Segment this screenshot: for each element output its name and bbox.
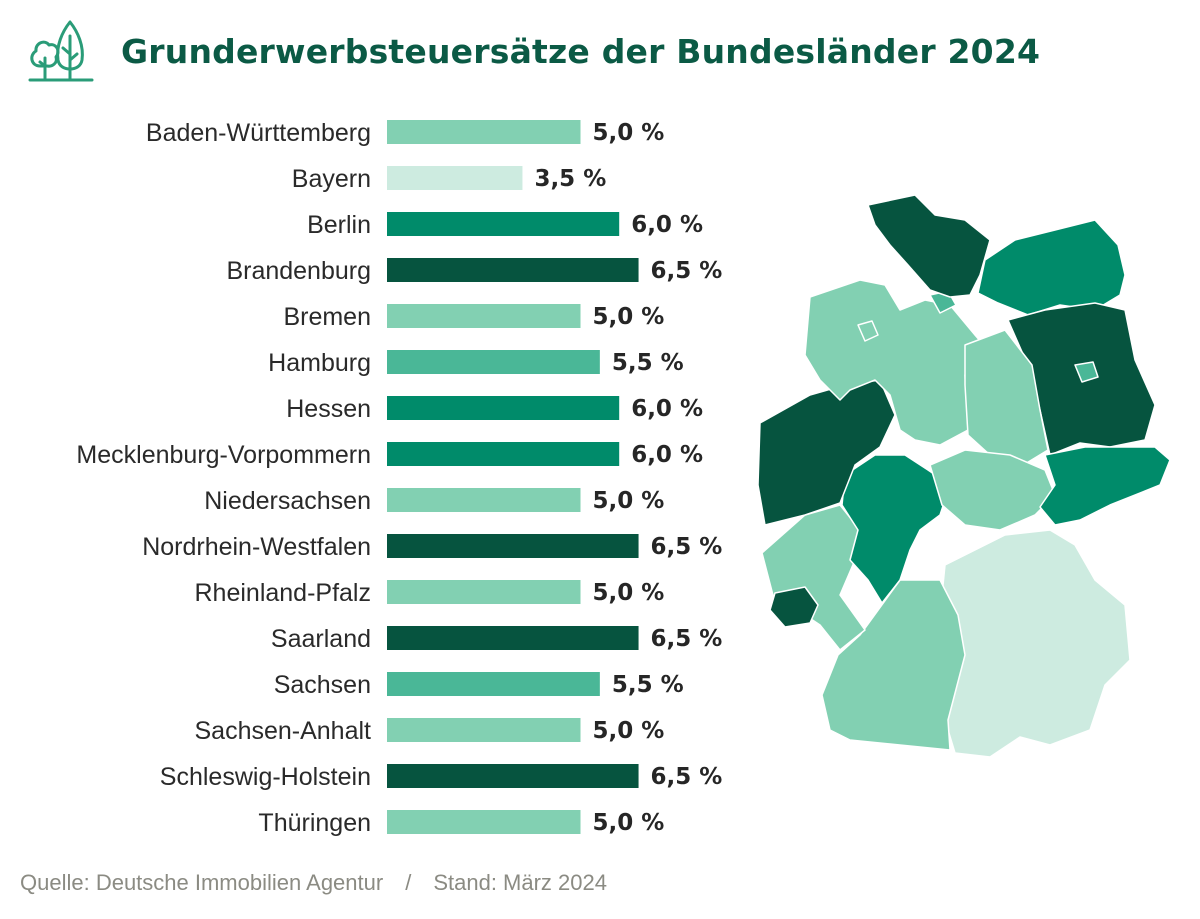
value-label: 5,0 % (593, 580, 665, 606)
value-label: 6,5 % (651, 534, 723, 560)
map-region-rheinland-pfalz (761, 504, 866, 651)
value-label: 6,5 % (651, 764, 723, 790)
map-region-baden-wuerttemberg (821, 579, 966, 751)
germany-map-icon (757, 194, 1171, 758)
value-label: 6,5 % (651, 626, 723, 652)
bar (387, 810, 581, 834)
category-label: Sachsen (274, 671, 371, 699)
bar (387, 626, 639, 650)
map-region-hessen (841, 454, 951, 604)
source-text: Quelle: Deutsche Immobilien Agentur (20, 870, 384, 895)
map-region-bremen (857, 320, 879, 342)
bar (387, 672, 600, 696)
bar (387, 396, 620, 420)
bar (387, 350, 600, 374)
value-label: 6,0 % (631, 442, 703, 468)
map-region-mecklenburg-vorpommern (977, 219, 1126, 316)
category-label: Berlin (307, 211, 371, 239)
map-region-bayern (939, 529, 1131, 758)
bar (387, 764, 639, 788)
map-region-saarland (769, 586, 819, 628)
category-label: Rheinland-Pfalz (195, 579, 372, 607)
header: Grunderwerbsteuersätze der Bundesländer … (26, 18, 1126, 88)
value-label: 5,0 % (593, 120, 665, 146)
map-region-thueringen (929, 449, 1056, 531)
category-label: Mecklenburg-Vorpommern (76, 441, 371, 469)
category-label: Brandenburg (226, 257, 371, 285)
map-region-sachsen-anhalt (964, 329, 1049, 468)
category-label: Saarland (271, 625, 371, 653)
value-label: 5,0 % (593, 718, 665, 744)
page-title: Grunderwerbsteuersätze der Bundesländer … (121, 32, 1041, 71)
category-label: Baden-Württemberg (146, 119, 371, 147)
trees-icon (28, 20, 94, 82)
bar (387, 120, 581, 144)
value-label: 5,0 % (593, 810, 665, 836)
bar (387, 258, 639, 282)
footer-separator: / (405, 870, 412, 895)
category-label: Thüringen (258, 809, 371, 837)
value-label: 5,5 % (612, 350, 684, 376)
value-label: 6,5 % (651, 258, 723, 284)
category-label: Hessen (286, 395, 371, 423)
bar (387, 212, 620, 236)
date-text: Stand: März 2024 (433, 870, 607, 895)
value-label: 3,5 % (534, 166, 606, 192)
bar (387, 488, 581, 512)
bar (387, 718, 581, 742)
category-label: Schleswig-Holstein (160, 763, 371, 791)
bar (387, 580, 581, 604)
value-label: 5,0 % (593, 304, 665, 330)
map-region-niedersachsen (804, 279, 989, 446)
category-label: Sachsen-Anhalt (194, 717, 371, 745)
footer: Quelle: Deutsche Immobilien Agentur / Stan… (20, 870, 607, 896)
bar-chart: Baden-Württemberg 5,0 % Bayern 3,5 % Berlin 6… (76, 119, 723, 837)
map-region-schleswig-holstein (867, 194, 991, 298)
category-label: Bremen (283, 303, 371, 331)
value-label: 6,0 % (631, 212, 703, 238)
map-region-sachsen (1039, 446, 1171, 526)
value-label: 6,0 % (631, 396, 703, 422)
category-label: Bayern (292, 165, 371, 193)
bar (387, 304, 581, 328)
category-label: Nordrhein-Westfalen (142, 533, 371, 561)
value-label: 5,5 % (612, 672, 684, 698)
category-label: Niedersachsen (204, 487, 371, 515)
value-label: 5,0 % (593, 488, 665, 514)
bar (387, 166, 523, 190)
category-label: Hamburg (268, 349, 371, 377)
bar (387, 534, 639, 558)
bar (387, 442, 620, 466)
map-region-berlin (1074, 361, 1099, 383)
